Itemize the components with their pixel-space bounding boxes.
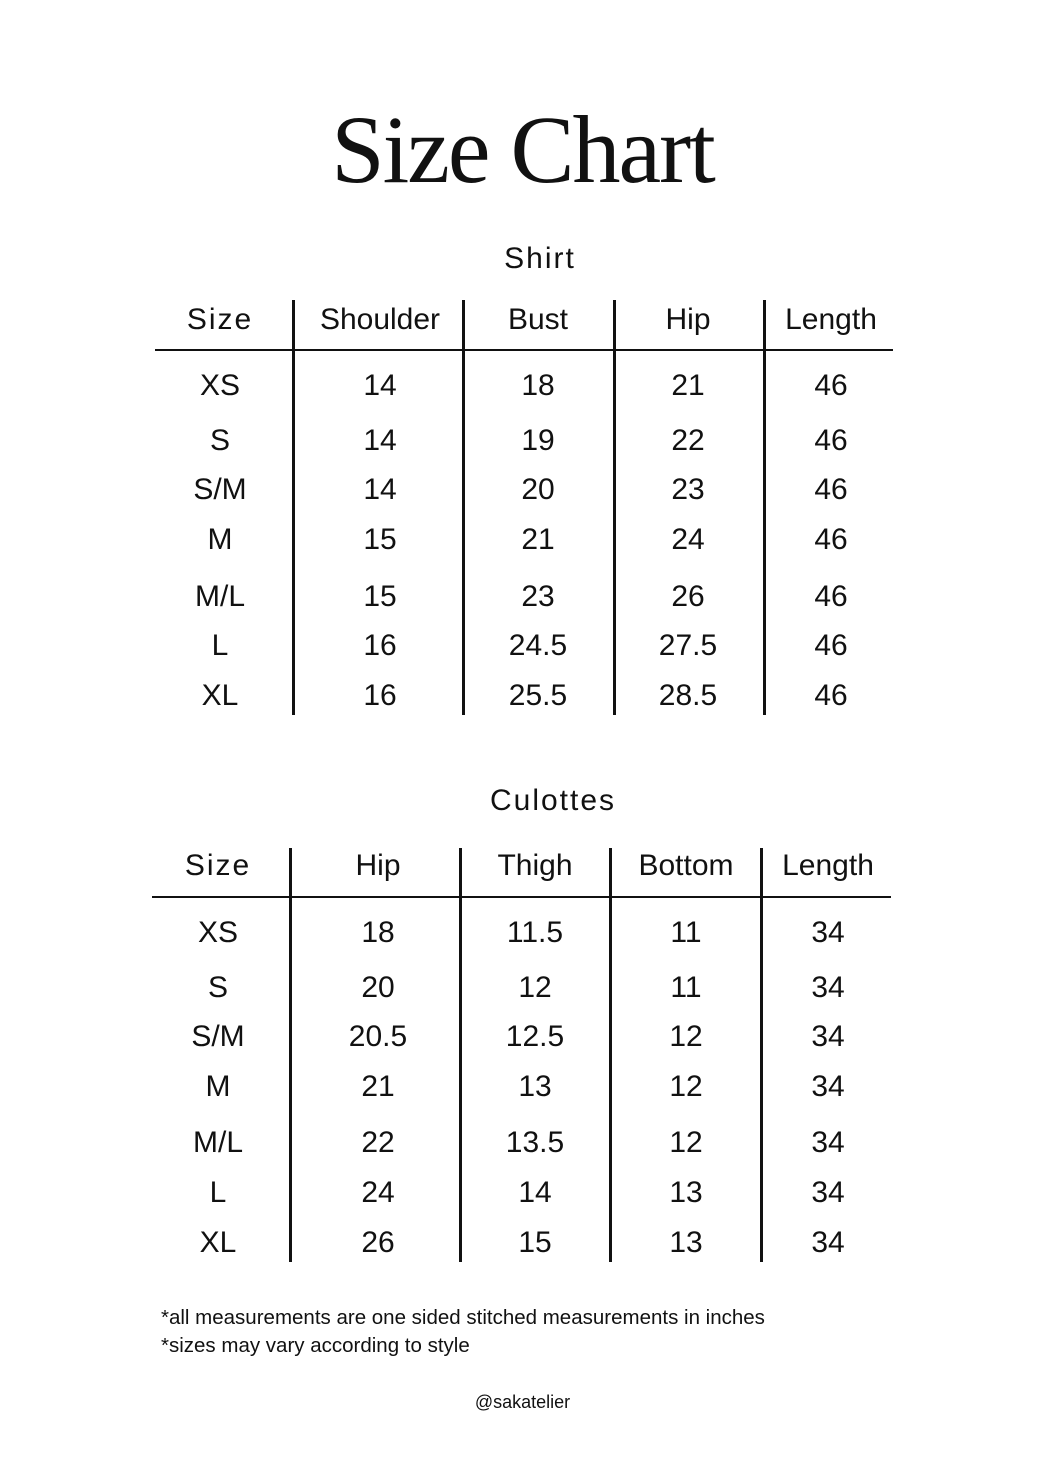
measurement-cell: 24.5 — [508, 629, 568, 662]
measurement-cell: 12 — [669, 1020, 703, 1053]
measurement-cell: 46 — [814, 523, 848, 556]
measurement-cell: 13.5 — [505, 1126, 565, 1159]
measurement-cell: 14 — [518, 1176, 552, 1209]
size-label: S — [209, 424, 231, 457]
measurement-cell: 15 — [363, 580, 397, 613]
measurement-cell: 46 — [814, 629, 848, 662]
column-header: Length — [785, 303, 877, 336]
measurement-cell: 23 — [671, 473, 705, 506]
measurement-cell: 14 — [363, 369, 397, 402]
measurement-cell: 21 — [361, 1070, 395, 1103]
measurement-cell: 22 — [361, 1126, 395, 1159]
measurement-cell: 18 — [521, 369, 555, 402]
measurement-cell: 13 — [669, 1226, 703, 1259]
measurement-cell: 25.5 — [508, 679, 568, 712]
header-divider — [152, 896, 891, 898]
measurement-cell: 46 — [814, 473, 848, 506]
measurement-cell: 34 — [811, 916, 845, 949]
measurement-cell: 26 — [361, 1226, 395, 1259]
measurement-cell: 22 — [671, 424, 705, 457]
measurement-cell: 12.5 — [505, 1020, 565, 1053]
measurement-cell: 28.5 — [658, 679, 718, 712]
measurement-cell: 46 — [814, 679, 848, 712]
size-label: S — [207, 971, 229, 1004]
size-label: XS — [199, 369, 241, 402]
column-header: Shoulder — [319, 303, 441, 336]
size-label: XL — [201, 679, 239, 712]
column-divider — [763, 300, 766, 715]
column-header: Bottom — [638, 849, 734, 882]
measurement-cell: 13 — [518, 1070, 552, 1103]
measurement-cell: 34 — [811, 971, 845, 1004]
measurement-cell: 15 — [518, 1226, 552, 1259]
measurement-cell: 34 — [811, 1126, 845, 1159]
header-divider — [155, 349, 893, 351]
measurement-cell: 34 — [811, 1226, 845, 1259]
measurement-cell: 11 — [670, 916, 702, 949]
column-divider — [459, 848, 462, 1262]
brand-handle: @sakatelier — [474, 1392, 571, 1412]
column-header: Length — [782, 849, 874, 882]
measurement-cell: 16 — [363, 679, 397, 712]
size-label: M — [205, 1070, 231, 1103]
measurement-cell: 46 — [814, 580, 848, 613]
measurement-cell: 24 — [361, 1176, 395, 1209]
measurement-cell: 18 — [361, 916, 395, 949]
measurement-cell: 20.5 — [348, 1020, 408, 1053]
column-header: Hip — [665, 303, 711, 336]
measurement-cell: 21 — [521, 523, 555, 556]
column-divider — [289, 848, 292, 1262]
column-divider — [292, 300, 295, 715]
measurement-cell: 16 — [363, 629, 397, 662]
size-label: S/M — [191, 1020, 245, 1053]
size-label: L — [209, 1176, 227, 1209]
measurement-cell: 11.5 — [506, 916, 564, 949]
size-label: L — [211, 629, 229, 662]
measurement-cell: 20 — [361, 971, 395, 1004]
measurement-cell: 34 — [811, 1176, 845, 1209]
size-label: M/L — [194, 580, 246, 613]
measurement-cell: 12 — [669, 1126, 703, 1159]
measurement-cell: 26 — [671, 580, 705, 613]
size-label: M — [207, 523, 233, 556]
measurement-cell: 15 — [363, 523, 397, 556]
measurement-cell: 14 — [363, 473, 397, 506]
measurement-cell: 27.5 — [658, 629, 718, 662]
measurement-cell: 19 — [521, 424, 555, 457]
size-label: S/M — [193, 473, 247, 506]
measurement-cell: 24 — [671, 523, 705, 556]
measurement-cell: 12 — [518, 971, 552, 1004]
measurement-cell: 12 — [669, 1070, 703, 1103]
measurement-cell: 11 — [670, 971, 702, 1004]
table-title: Shirt — [504, 242, 576, 275]
measurement-cell: 13 — [669, 1176, 703, 1209]
column-header: Size — [184, 849, 252, 882]
column-header: Hip — [355, 849, 401, 882]
footnote-sizes: *sizes may vary according to style — [161, 1334, 470, 1357]
column-divider — [462, 300, 465, 715]
table-title: Culottes — [489, 784, 617, 817]
footnote-measurements: *all measurements are one sided stitched… — [161, 1306, 765, 1329]
measurement-cell: 46 — [814, 424, 848, 457]
column-header: Bust — [507, 303, 569, 336]
column-divider — [613, 300, 616, 715]
page-title: Size Chart — [331, 96, 716, 203]
measurement-cell: 34 — [811, 1020, 845, 1053]
size-label: M/L — [192, 1126, 244, 1159]
measurement-cell: 23 — [521, 580, 555, 613]
measurement-cell: 34 — [811, 1070, 845, 1103]
column-header: Size — [186, 303, 254, 336]
column-header: Thigh — [497, 849, 573, 882]
size-label: XL — [199, 1226, 237, 1259]
size-label: XS — [197, 916, 239, 949]
measurement-cell: 14 — [363, 424, 397, 457]
measurement-cell: 46 — [814, 369, 848, 402]
column-divider — [760, 848, 763, 1262]
measurement-cell: 21 — [671, 369, 705, 402]
column-divider — [609, 848, 612, 1262]
measurement-cell: 20 — [521, 473, 555, 506]
